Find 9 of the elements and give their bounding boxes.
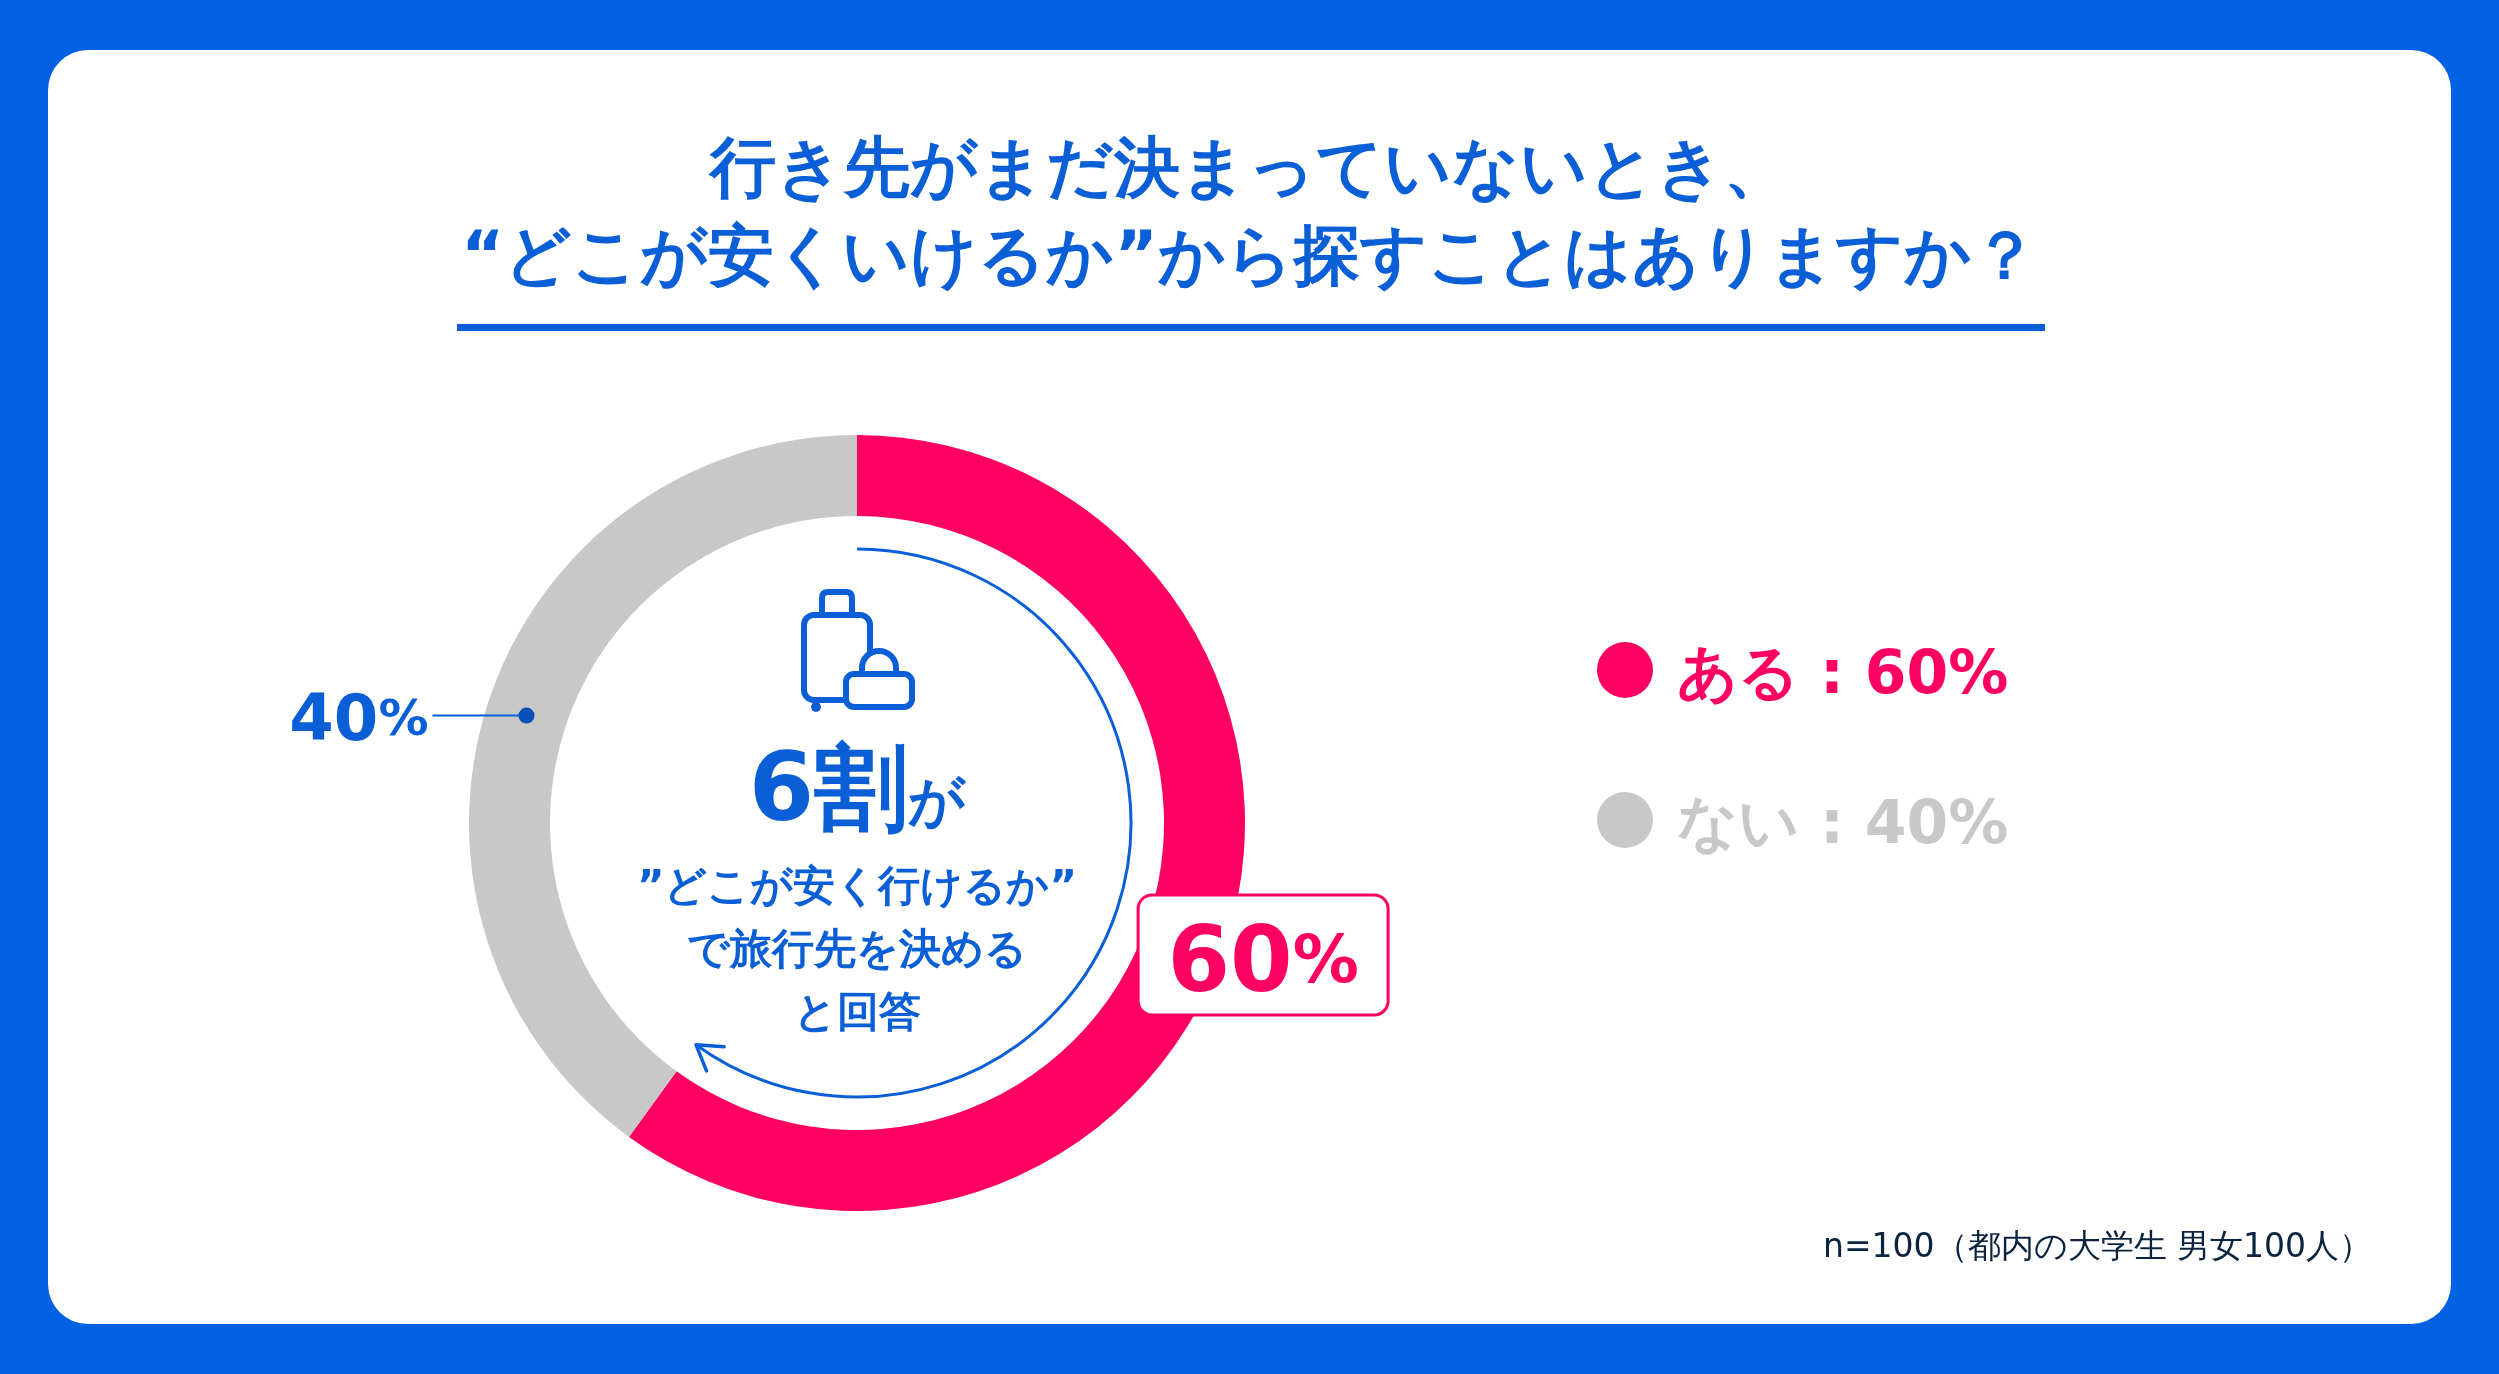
text: n=100（都内の大学生 男女100人） [1822, 1225, 2372, 1265]
legend-label: ある : 60% [1677, 637, 2009, 707]
text: で旅行先を決める [687, 924, 1027, 973]
chart-title: 行き先がまだ決まっていないとき、 “どこが安くいけるか”から探すことはありますか？ [461, 129, 2038, 294]
data-label: 60% [1167, 906, 1359, 1012]
data-label: 40% [289, 680, 429, 755]
text: ”どこが安く行けるか” [636, 861, 1078, 910]
text: と回答 [793, 987, 921, 1036]
text: 6割が [748, 733, 968, 842]
